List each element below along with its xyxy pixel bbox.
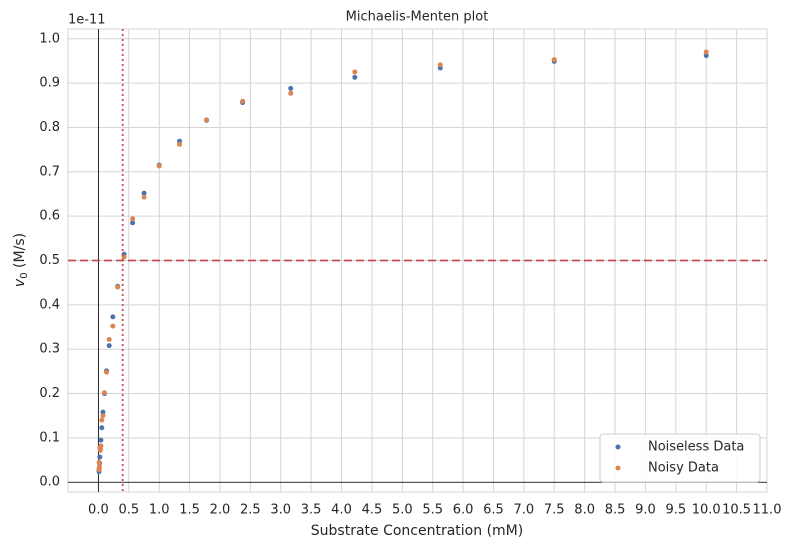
data-point [106,336,112,342]
data-point [240,98,246,104]
x-tick-label: 8.0 [574,503,595,518]
x-tick-label: 10.5 [722,503,751,518]
x-tick-label: 7.0 [514,503,535,518]
data-point [288,85,294,91]
y-tick-label: 0.3 [39,342,60,357]
y-tick-label: 0.2 [39,386,60,401]
x-tick-label: 1.0 [149,503,170,518]
x-tick-label: 2.0 [210,503,231,518]
x-tick-label: 8.5 [605,503,626,518]
data-point [437,62,443,68]
data-point [110,314,116,320]
x-tick-label: 7.5 [544,503,565,518]
data-point [177,141,183,147]
y-offset-label: 1e-11 [68,13,106,28]
data-point [100,413,106,419]
y-label-unit: (M/s) [12,233,28,272]
chart-title: Michaelis-Menten plot [346,10,489,25]
y-tick-label: 0.6 [39,209,60,224]
data-point [96,467,102,473]
y-tick-label: 0.4 [39,297,60,312]
x-tick-label: 5.5 [422,503,443,518]
data-point [204,117,210,123]
data-point [104,369,110,375]
legend-marker [615,465,621,471]
x-tick-label: 5.0 [392,503,413,518]
y-label-subscript: 0 [19,272,30,278]
data-point [101,390,107,396]
x-tick-label: 0.5 [118,503,139,518]
x-tick-label: 4.0 [331,503,352,518]
legend-box [599,433,761,483]
data-point [141,194,147,200]
y-tick-label: 0.1 [39,430,60,445]
x-tick-label: 11.0 [753,503,782,518]
data-point [156,163,162,169]
data-point [97,445,103,451]
data-point [98,437,104,443]
y-label-symbol: v [12,278,28,287]
legend-label: Noiseless Data [648,440,744,455]
x-tick-label: 4.5 [362,503,383,518]
x-tick-label: 10.0 [692,503,721,518]
x-tick-label: 3.5 [301,503,322,518]
data-point [703,53,709,59]
data-point [352,69,358,75]
data-point [130,216,136,222]
x-tick-label: 9.5 [665,503,686,518]
data-point [115,284,121,290]
data-point [130,220,136,226]
x-axis-label: Substrate Concentration (mM) [311,523,523,539]
data-point [99,417,105,423]
x-tick-label: 2.5 [240,503,261,518]
x-tick-label: 1.5 [179,503,200,518]
y-tick-label: 0.9 [39,76,60,91]
data-point [97,454,103,460]
y-tick-label: 0.7 [39,164,60,179]
legend-marker [615,444,621,450]
data-point [352,74,358,80]
y-tick-label: 0.8 [39,120,60,135]
data-point [99,425,105,431]
data-point [106,343,112,349]
data-point [110,323,116,329]
x-tick-label: 3.0 [270,503,291,518]
y-tick-label: 0.0 [39,475,60,490]
x-tick-label: 9.0 [635,503,656,518]
legend-label: Noisy Data [648,461,719,476]
data-point [703,49,709,55]
y-axis-label: v0 (M/s) [12,233,30,287]
y-tick-label: 1.0 [39,31,60,46]
x-tick-label: 6.5 [483,503,504,518]
data-point [100,409,106,415]
x-tick-label: 6.0 [453,503,474,518]
x-tick-label: 0.0 [88,503,109,518]
data-point [288,90,294,96]
data-point [141,190,147,196]
data-point [551,57,557,63]
data-point [96,459,102,465]
y-tick-label: 0.5 [39,253,60,268]
